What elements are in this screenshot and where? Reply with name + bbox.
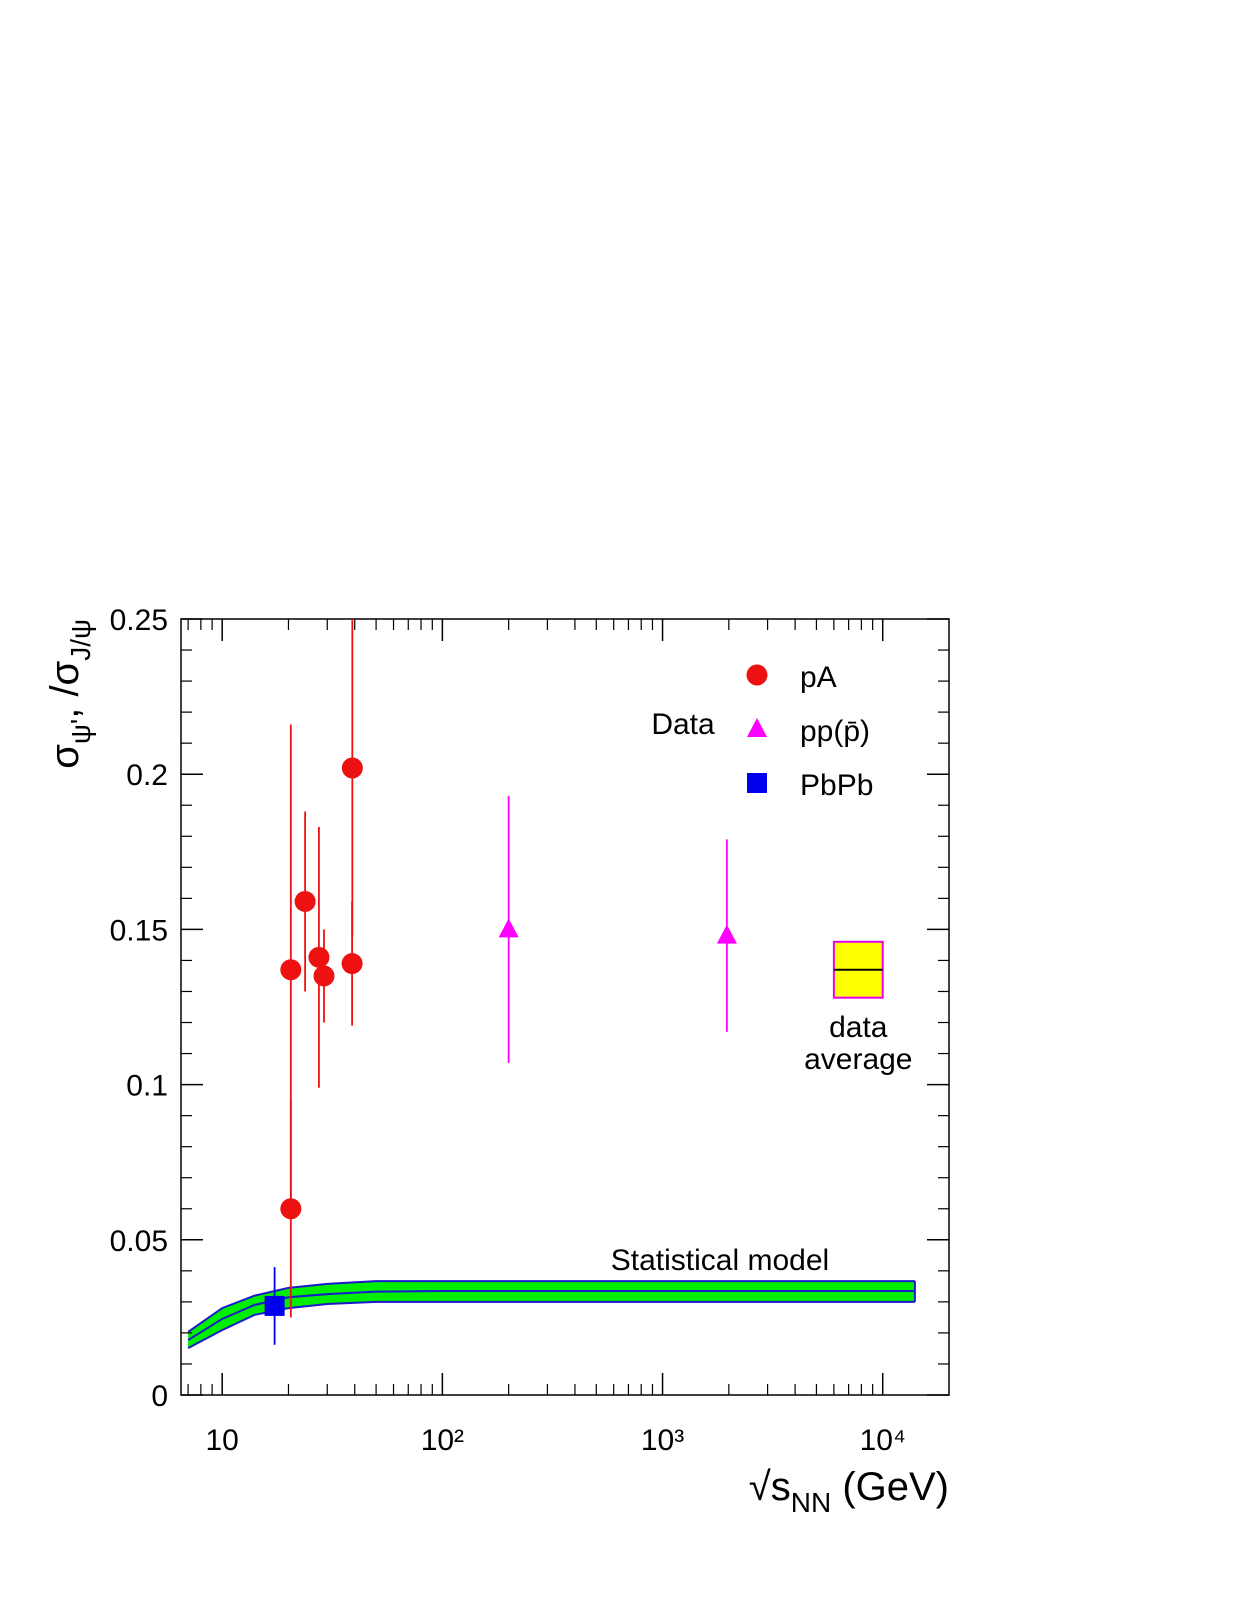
y-tick-label: 0.05 [110,1225,168,1258]
axes: 10 10² 10³ 10⁴ 0 0.05 0.1 0.15 0.2 0.25 √sNN (GeV)… [43,604,949,1518]
legend-marker [747,718,767,737]
marker [341,953,363,975]
x-tick-label: 10³ [641,1424,684,1457]
x-axis-title-part: (GeV) [831,1465,949,1509]
legend-label: pp(p̄) [800,715,870,748]
marker [280,959,302,981]
x-tick-label: 10⁴ [860,1424,906,1457]
average-label: data [829,1011,888,1044]
y-tick-label: 0.25 [110,604,168,637]
legend-label: PbPb [800,769,873,802]
x-axis-title-part: √s [749,1465,791,1509]
marker [716,924,737,944]
y-axis-title-subscript: J/ψ [65,619,96,661]
legend-label: pA [800,661,837,694]
marker [264,1295,285,1316]
legend-marker [747,773,767,793]
model-band-lower [187,1300,915,1350]
plot-frame [180,618,950,1396]
marker [294,890,316,912]
marker [308,946,330,968]
marker [341,757,363,779]
marker [313,965,335,987]
legend-title: Data [651,708,715,741]
y-axis-title: σψ', /σJ/ψ [43,619,96,769]
model-band-upper [187,1280,915,1333]
x-axis-title: √sNN (GeV) [749,1465,949,1518]
model-line [187,1290,915,1341]
x-axis-title-subscript: NN [791,1487,831,1518]
y-axis-title-part: , /σ [43,660,87,718]
marker [280,1198,302,1220]
legend-marker [746,664,768,686]
y-axis-title-part: σ [43,744,87,769]
y-tick-label: 0.1 [126,1070,168,1103]
marker [498,918,519,938]
model-label: Statistical model [611,1244,829,1277]
y-tick-label: 0.2 [126,759,168,792]
x-tick-label: 10² [421,1424,464,1457]
average-label: average [804,1043,912,1076]
x-tick-label: 10 [206,1424,239,1457]
plot-area [187,619,916,1350]
y-tick-label: 0.15 [110,914,168,947]
model-band [188,1281,915,1349]
y-tick-label: 0 [151,1380,168,1413]
y-axis-title-subscript: ψ' [65,719,96,744]
